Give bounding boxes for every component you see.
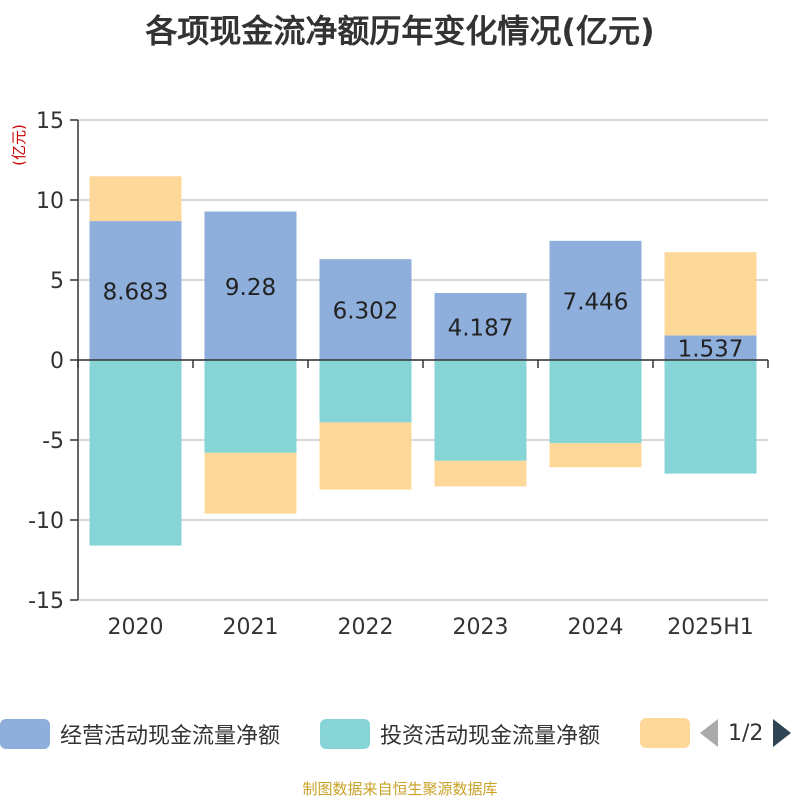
x-tick-label: 2022 bbox=[338, 615, 394, 640]
legend-next-page-icon[interactable] bbox=[773, 719, 792, 747]
bar-series0-2021 bbox=[204, 211, 297, 360]
x-tick-label: 2023 bbox=[453, 615, 509, 640]
data-label-2021: 9.28 bbox=[225, 275, 276, 301]
bar-series2-2022 bbox=[319, 422, 412, 490]
y-tick-label: 5 bbox=[50, 269, 64, 294]
legend-label-operating: 经营活动现金流量净额 bbox=[60, 724, 281, 749]
source-footer: 制图数据来自恒生聚源数据库 bbox=[302, 780, 498, 798]
chart-title: 各项现金流净额历年变化情况(亿元) bbox=[145, 12, 655, 50]
data-label-2024: 7.446 bbox=[563, 289, 629, 315]
y-axis-unit-label: (亿元) bbox=[10, 124, 28, 166]
y-tick-label: 15 bbox=[36, 109, 64, 134]
legend-swatch-investing bbox=[320, 719, 370, 749]
bar-series0-2020 bbox=[89, 221, 182, 360]
legend-prev-page-icon[interactable] bbox=[700, 719, 718, 747]
legend-item-operating[interactable]: 经营活动现金流量净额 bbox=[0, 718, 280, 750]
x-tick-label: 2024 bbox=[568, 615, 624, 640]
bar-series0-2024 bbox=[549, 240, 642, 360]
y-tick-label: 0 bbox=[50, 349, 64, 374]
legend-item-third[interactable] bbox=[640, 718, 700, 748]
x-tick-label: 2020 bbox=[108, 615, 164, 640]
legend-pager: 1/2 bbox=[700, 718, 792, 748]
legend-item-investing[interactable]: 投资活动现金流量净额 bbox=[320, 718, 600, 750]
bar-chart: 15 10 5 0 -5 -10 -15 (亿元) 8.683 9.28 6.302 4.187 7.4… bbox=[10, 109, 769, 640]
x-tick-label: 2021 bbox=[223, 615, 279, 640]
bar-series0-2025H1 bbox=[664, 335, 757, 360]
y-tick-label: 10 bbox=[36, 189, 64, 214]
bar-series1-2025H1 bbox=[664, 360, 757, 474]
y-tick-label: -10 bbox=[28, 509, 64, 534]
y-tick-label: -5 bbox=[42, 429, 64, 454]
legend: 经营活动现金流量净额 投资活动现金流量净额 1/2 bbox=[0, 712, 800, 758]
y-tick-label: -15 bbox=[28, 589, 64, 614]
legend-page-indicator: 1/2 bbox=[728, 720, 764, 746]
legend-swatch-third bbox=[640, 718, 690, 748]
data-label-2023: 4.187 bbox=[448, 316, 514, 342]
bar-series1-2024 bbox=[549, 360, 642, 444]
data-label-2022: 6.302 bbox=[333, 299, 399, 325]
data-label-2025H1: 1.537 bbox=[678, 337, 744, 363]
x-tick-label: 2025H1 bbox=[667, 615, 754, 640]
bar-series0-2022 bbox=[319, 259, 412, 360]
bar-series1-2022 bbox=[319, 360, 412, 423]
bar-series2-2024 bbox=[549, 443, 642, 468]
legend-label-investing: 投资活动现金流量净额 bbox=[380, 724, 601, 749]
bar-series2-2025H1 bbox=[664, 252, 757, 336]
bar-series0-2023 bbox=[434, 293, 527, 360]
bar-series2-2021 bbox=[204, 452, 297, 514]
legend-swatch-operating bbox=[0, 719, 50, 749]
data-label-2020: 8.683 bbox=[103, 280, 169, 306]
bar-series1-2023 bbox=[434, 360, 527, 461]
bar-series2-2023 bbox=[434, 460, 527, 487]
bar-series1-2021 bbox=[204, 360, 297, 453]
bar-series2-2020 bbox=[89, 176, 182, 222]
bar-series1-2020 bbox=[89, 360, 182, 546]
